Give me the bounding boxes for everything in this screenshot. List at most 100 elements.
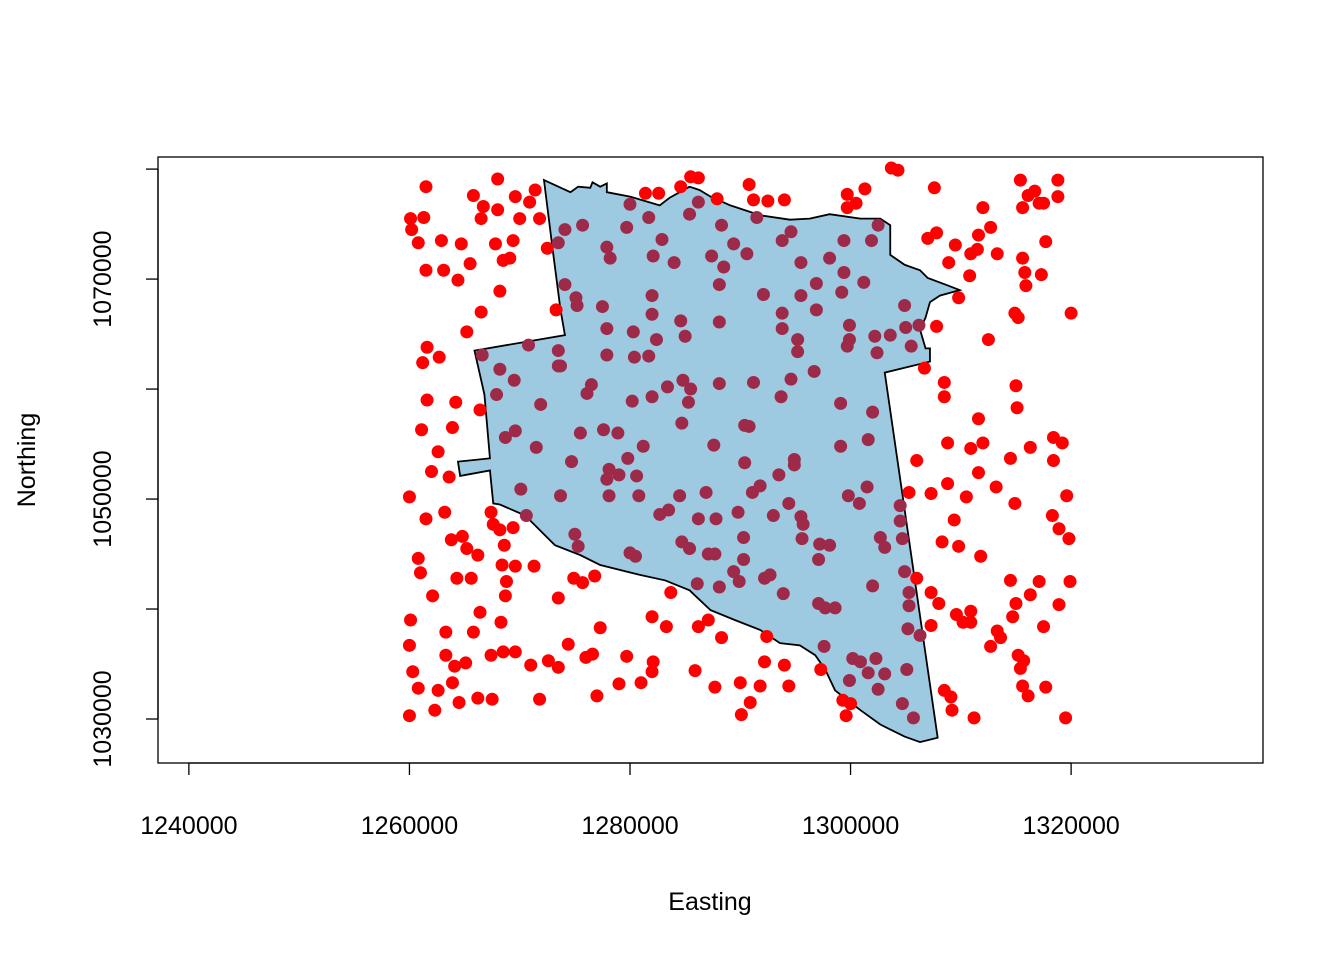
data-point-outside [1062, 532, 1076, 546]
data-point-inside [712, 580, 726, 594]
data-point-inside [568, 527, 582, 541]
data-point-inside [791, 345, 805, 359]
data-point-inside [715, 218, 729, 232]
data-point-outside [715, 631, 729, 645]
data-point-outside [499, 575, 513, 589]
data-point-outside [652, 186, 666, 200]
data-point-outside [1051, 190, 1065, 204]
x-tick-label: 1240000 [140, 812, 237, 840]
data-point-outside [760, 630, 774, 644]
data-point-inside [571, 539, 585, 553]
data-point-outside [947, 513, 961, 527]
data-point-inside [747, 375, 761, 389]
data-point-inside [906, 711, 920, 725]
data-point-inside [852, 496, 866, 510]
data-point-outside [450, 571, 464, 585]
data-point-outside [493, 523, 507, 537]
data-point-inside [632, 489, 646, 503]
data-point-outside [434, 234, 448, 248]
data-point-inside [727, 237, 741, 251]
data-point-inside [742, 419, 756, 433]
data-point-inside [893, 499, 907, 513]
data-point-outside [753, 679, 767, 693]
data-point-inside [904, 339, 918, 353]
data-point-inside [878, 540, 892, 554]
data-point-outside [494, 615, 508, 629]
data-point-outside [426, 589, 440, 603]
data-point-outside [1064, 306, 1078, 320]
data-point-outside [419, 512, 433, 526]
data-point-inside [763, 568, 777, 582]
data-point-outside [484, 648, 498, 662]
data-point-outside [964, 604, 978, 618]
y-tick-label: 1050000 [89, 450, 117, 547]
data-point-outside [1039, 235, 1053, 249]
data-point-outside [782, 679, 796, 693]
data-point-inside [707, 438, 721, 452]
data-point-outside [1003, 573, 1017, 587]
data-point-outside [528, 183, 542, 197]
data-point-inside [857, 275, 871, 289]
data-point-outside [431, 445, 445, 459]
data-point-outside [1009, 597, 1023, 611]
data-point-outside [849, 196, 863, 210]
data-point-inside [873, 531, 887, 545]
data-point-outside [984, 220, 998, 234]
data-point-inside [712, 315, 726, 329]
data-point-inside [600, 348, 614, 362]
data-point-inside [834, 439, 848, 453]
data-point-inside [611, 426, 625, 440]
data-point-inside [690, 577, 704, 591]
data-point-outside [579, 650, 593, 664]
data-point-inside [794, 256, 808, 270]
data-point-outside [411, 681, 425, 695]
data-point-inside [580, 386, 594, 400]
data-point-inside [766, 509, 780, 523]
data-point-outside [840, 187, 854, 201]
data-point-outside [420, 340, 434, 354]
data-point-inside [865, 234, 879, 248]
data-point-inside [795, 532, 809, 546]
data-point-inside [774, 390, 788, 404]
data-point-inside [708, 547, 722, 561]
y-tick-label: 1070000 [89, 230, 117, 327]
data-point-outside [533, 212, 547, 226]
data-point-outside [952, 539, 966, 553]
data-point-outside [491, 172, 505, 186]
data-point-outside [743, 696, 757, 710]
data-point-inside [756, 287, 770, 301]
data-point-inside [807, 364, 821, 378]
data-point-outside [466, 625, 480, 639]
data-point-inside [878, 667, 892, 681]
data-point-outside [497, 538, 511, 552]
data-point-inside [841, 489, 855, 503]
data-point-outside [484, 505, 498, 519]
data-point-inside [737, 531, 751, 545]
data-point-inside [868, 329, 882, 343]
data-point-outside [1037, 196, 1051, 210]
data-point-outside [638, 186, 652, 200]
data-point-inside [731, 505, 745, 519]
data-point-outside [419, 180, 433, 194]
data-point-inside [912, 318, 926, 332]
x-axis: 1240000 1260000 1280000 1300000 1320000 [140, 762, 1120, 840]
data-point-outside [404, 613, 418, 627]
data-point-inside [866, 579, 880, 593]
data-point-outside [404, 212, 418, 226]
data-point-inside [558, 223, 572, 237]
data-point-inside [712, 278, 726, 292]
data-point-inside [623, 197, 637, 211]
data-point-inside [667, 256, 681, 270]
data-point-outside [910, 571, 924, 585]
data-point-inside [899, 320, 913, 334]
data-point-outside [691, 171, 705, 185]
data-point-inside [630, 469, 644, 483]
data-point-inside [565, 455, 579, 469]
data-point-inside [809, 303, 823, 317]
data-point-outside [474, 212, 488, 226]
data-point-outside [930, 319, 944, 333]
data-point-outside [858, 182, 872, 196]
data-point-outside [454, 237, 468, 251]
data-point-inside [782, 496, 796, 510]
